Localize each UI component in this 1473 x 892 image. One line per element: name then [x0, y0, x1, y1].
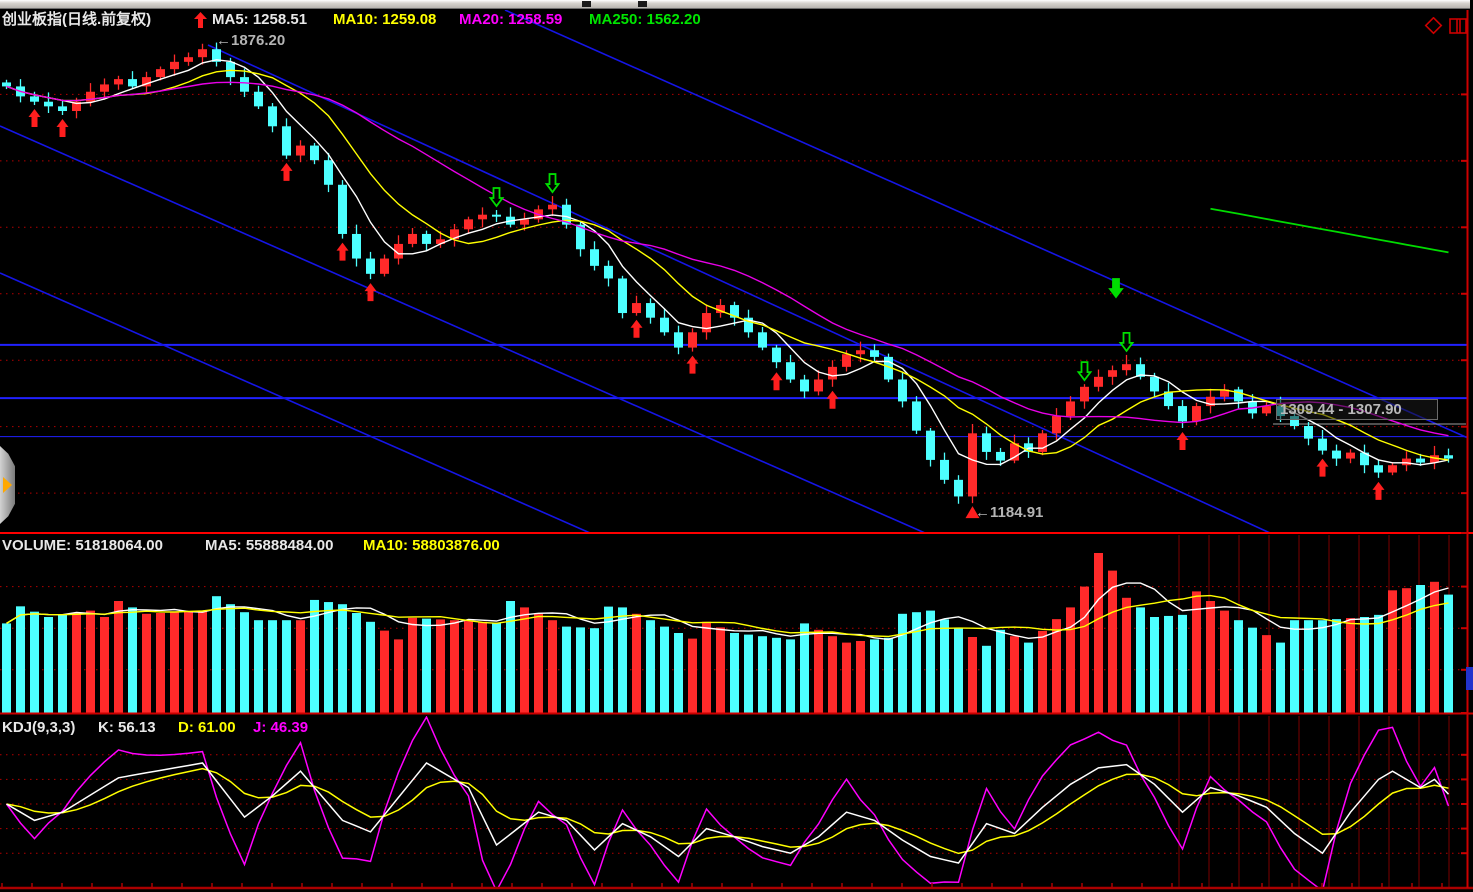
split-window-icon[interactable] — [1449, 18, 1467, 34]
expand-panel-button[interactable] — [0, 446, 15, 524]
volume-header: VOLUME: 51818064.00 MA5: 55888484.00 MA1… — [0, 537, 1473, 555]
instrument-title: 创业板指(日线.前复权) — [2, 11, 152, 28]
volume-bars-layer — [2, 553, 1453, 713]
candles-layer — [2, 42, 1453, 504]
top-strip-notch — [638, 1, 647, 7]
kdj-name-label: KDJ(9,3,3) — [2, 719, 76, 736]
lower-grids — [0, 586, 1462, 854]
ma-lines — [6, 59, 1449, 466]
panel-borders — [0, 532, 1473, 890]
kdj-header: KDJ(9,3,3) K: 56.13 D: 61.00 J: 46.39 — [0, 719, 1473, 737]
high-price-label: ←1876.20 — [216, 32, 286, 49]
volume-ma-lines — [6, 582, 1449, 641]
volume-ma5-label: MA5: 55888484.00 — [205, 537, 334, 554]
signal-arrows — [28, 109, 1385, 519]
toolbar-icons — [1424, 17, 1468, 35]
ma20-value-label: MA20: 1258.59 — [459, 11, 563, 28]
main-chart-header: 创业板指(日线.前复权) MA5: 1258.51 MA10: 1259.08 … — [0, 11, 1473, 29]
kdj-k-label: K: 56.13 — [98, 719, 156, 736]
main-grid — [0, 93, 1462, 494]
trend-lines — [0, 10, 1468, 533]
window-top-strip — [0, 0, 1470, 9]
up-arrow-legend-icon — [194, 12, 207, 28]
diamond-icon[interactable] — [1424, 17, 1443, 35]
price-range-label: 1309.44 - 1307.90 — [1276, 399, 1438, 420]
volume-ma10-label: MA10: 58803876.00 — [363, 537, 500, 554]
ma250-value-label: MA250: 1562.20 — [589, 11, 701, 28]
volume-value-label: VOLUME: 51818064.00 — [2, 537, 163, 554]
ma5-value-label: MA5: 1258.51 — [212, 11, 308, 28]
background-window-fragment — [1466, 667, 1473, 690]
right-axis — [1461, 10, 1469, 888]
kdj-lines — [5, 716, 1450, 888]
kdj-d-label: D: 61.00 — [178, 719, 236, 736]
low-price-label: ←1184.91 — [975, 504, 1044, 521]
top-strip-notch — [582, 1, 591, 7]
expand-arrow-icon — [3, 477, 12, 493]
ma10-value-label: MA10: 1259.08 — [333, 11, 437, 28]
kdj-j-label: J: 46.39 — [253, 719, 309, 736]
